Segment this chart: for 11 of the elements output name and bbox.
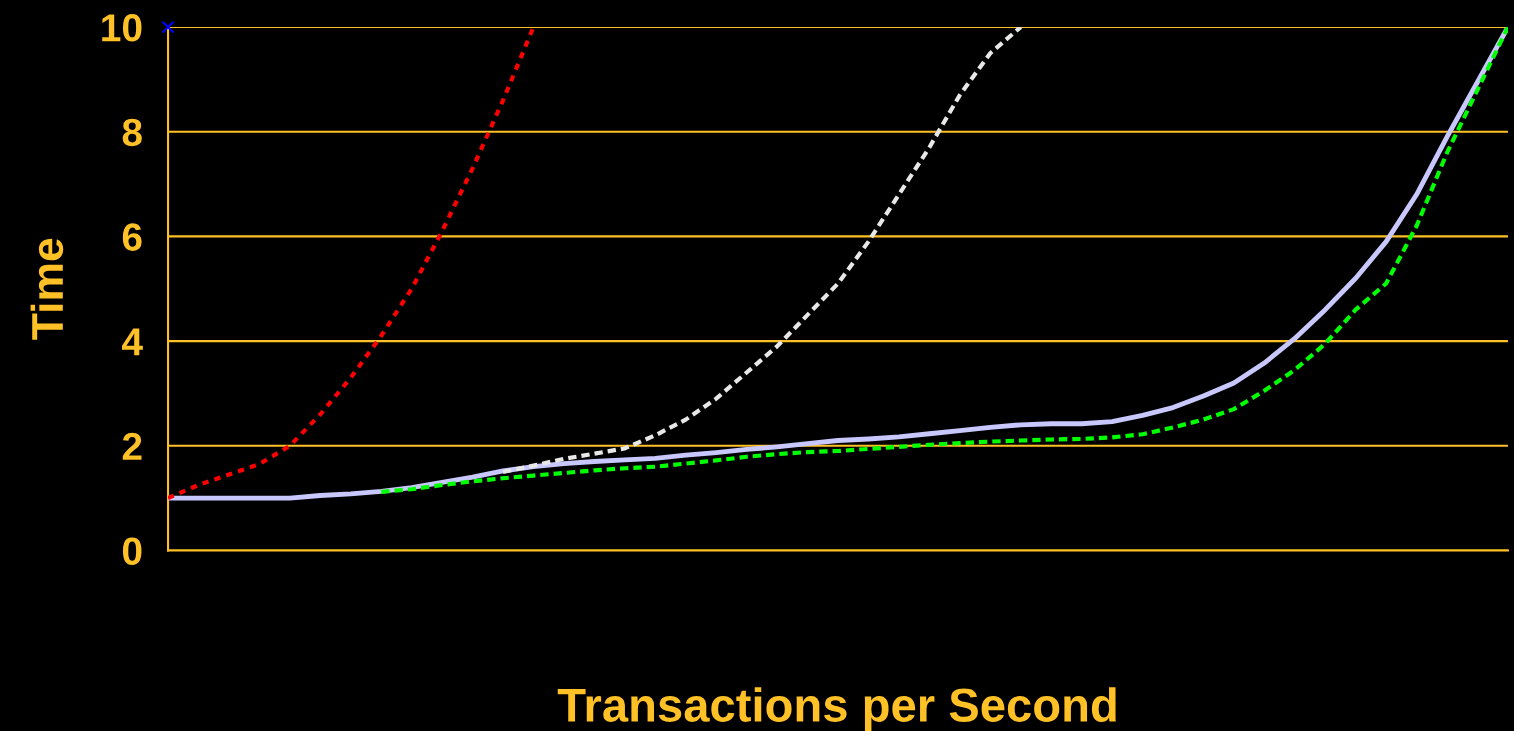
line-series bbox=[379, 27, 1508, 494]
y-axis-title: Time bbox=[30, 238, 64, 340]
y-tick-label: 6 bbox=[122, 223, 142, 251]
y-tick-label: 0 bbox=[122, 537, 142, 565]
line-series bbox=[168, 27, 536, 501]
y-tick-label: 10 bbox=[102, 13, 142, 42]
y-tick-label: 2 bbox=[122, 432, 142, 460]
x-axis-title: Transactions per Second bbox=[557, 687, 1116, 731]
y-tick-label: 8 bbox=[122, 118, 142, 147]
y-tick-label: 4 bbox=[122, 328, 143, 356]
line-series bbox=[500, 27, 1023, 475]
